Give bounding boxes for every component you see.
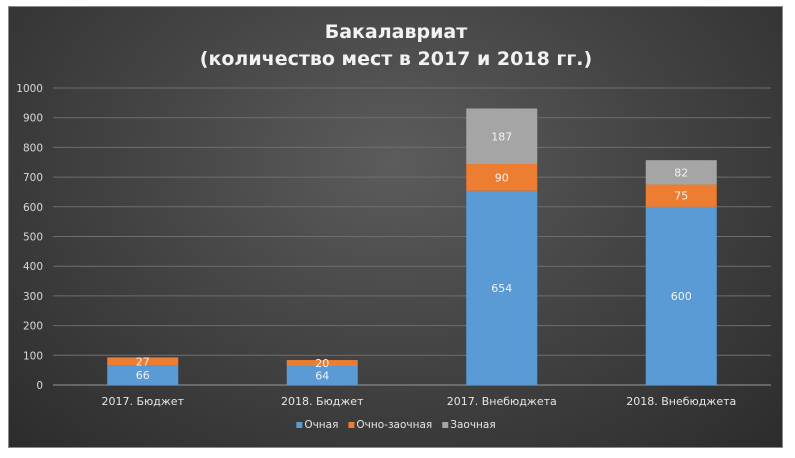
chart-frame: Бакалавриат (количество мест в 2017 и 20…	[8, 6, 783, 448]
legend-label: Очная	[304, 419, 338, 431]
category-label: 2017. Внебюджета	[447, 395, 557, 408]
legend-item: Очная	[296, 419, 338, 431]
legend-swatch	[442, 422, 449, 428]
bar-segment	[645, 184, 717, 207]
legend-label: Очно-заочная	[356, 419, 432, 431]
x-axis-categories: 2017. Бюджет 2018. Бюджет 2017. Внебюджета…	[102, 395, 737, 408]
data-label: 64	[315, 369, 329, 382]
bar-segment	[466, 164, 538, 191]
y-tick-label: 1000	[16, 83, 43, 95]
data-label: 90	[495, 171, 509, 184]
data-label: 20	[315, 357, 329, 370]
y-tick-label: 600	[23, 202, 43, 214]
bar-segment	[107, 357, 179, 366]
y-tick-label: 900	[23, 113, 43, 125]
legend-swatch	[348, 422, 355, 428]
y-axis-ticks: 0 100 200 300 400 500 600 700 800 900 1000	[16, 83, 43, 392]
data-label: 187	[491, 130, 512, 143]
y-tick-label: 400	[23, 261, 43, 273]
bar-segment	[466, 190, 538, 385]
y-tick-label: 0	[36, 380, 43, 392]
chart-title-line1: Бакалавриат	[325, 21, 468, 43]
data-label: 27	[136, 355, 150, 368]
data-label: 66	[136, 369, 150, 382]
category-label: 2018. Внебюджета	[626, 395, 736, 408]
y-tick-label: 700	[23, 172, 43, 184]
bar-segment	[466, 108, 538, 165]
legend-item: Заочная	[442, 419, 496, 431]
chart-title-line2: (количество мест в 2017 и 2018 гг.)	[200, 48, 592, 70]
grid-lines	[53, 87, 771, 386]
legend-swatch	[296, 422, 303, 428]
bar-segment	[286, 365, 358, 385]
stacked-bar-chart: Бакалавриат (количество мест в 2017 и 20…	[16, 21, 771, 431]
bars	[107, 108, 717, 385]
bar-segment	[645, 206, 717, 385]
y-tick-label: 300	[23, 291, 43, 303]
category-label: 2018. Бюджет	[281, 395, 364, 408]
category-label: 2017. Бюджет	[102, 395, 185, 408]
bar-segment	[286, 360, 358, 366]
bar-segment	[107, 365, 179, 385]
legend-item: Очно-заочная	[348, 419, 432, 431]
y-tick-label: 800	[23, 142, 43, 154]
y-tick-label: 100	[23, 350, 43, 362]
data-label: 75	[674, 190, 688, 203]
data-label: 654	[491, 282, 512, 295]
bar-segment	[645, 160, 717, 185]
y-tick-label: 500	[23, 232, 43, 244]
data-label: 82	[674, 166, 688, 179]
legend-label: Заочная	[450, 419, 495, 431]
legend: Очная Очно-заочная Заочная	[296, 419, 496, 431]
data-label: 600	[671, 290, 692, 303]
y-tick-label: 200	[23, 321, 43, 333]
